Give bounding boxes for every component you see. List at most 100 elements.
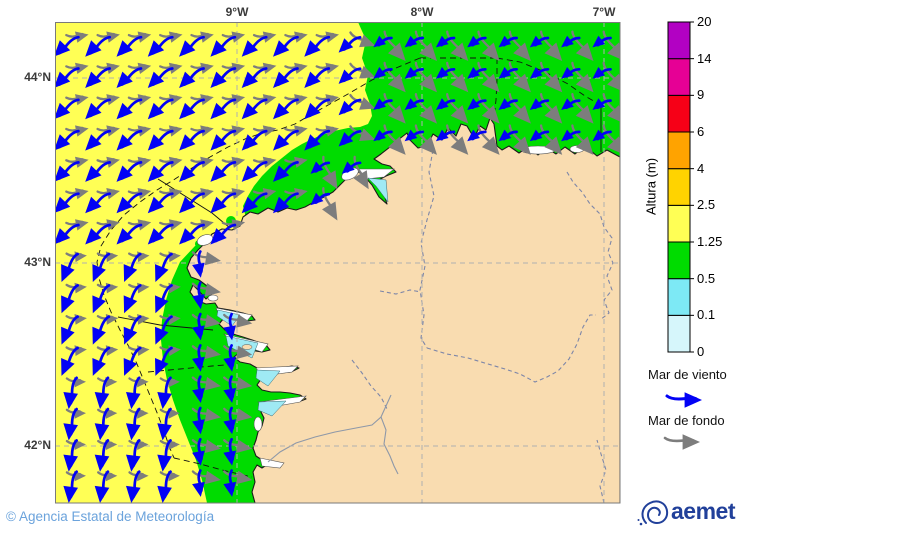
swell-arrow bbox=[159, 188, 183, 200]
colorbar-segment bbox=[667, 314, 691, 353]
wind-arrow bbox=[85, 98, 112, 120]
swell-arrow bbox=[571, 124, 594, 155]
colorbar-segment bbox=[667, 131, 691, 170]
wind-arrow bbox=[210, 192, 237, 214]
wind-arrow bbox=[404, 98, 425, 110]
swell-arrow bbox=[508, 93, 531, 124]
wind-arrow bbox=[223, 344, 236, 372]
wind-arrow bbox=[467, 67, 487, 79]
swell-arrow bbox=[284, 62, 308, 74]
wind-arrow bbox=[147, 161, 174, 182]
wind-arrow bbox=[126, 439, 141, 472]
swell-arrow bbox=[159, 31, 183, 43]
swell-arrow bbox=[284, 31, 308, 43]
swell-arrow bbox=[190, 94, 214, 106]
wind-arrow bbox=[157, 407, 172, 441]
swell-arrow bbox=[159, 156, 183, 168]
wind-arrows-layer bbox=[55, 30, 620, 503]
swell-arrow bbox=[508, 30, 531, 61]
swell-arrow bbox=[223, 313, 253, 328]
swell-arrow bbox=[477, 30, 500, 61]
swell-arrow bbox=[65, 188, 89, 200]
colorbar-segment bbox=[667, 204, 691, 243]
swell-arrow bbox=[65, 439, 86, 450]
swell-arrow bbox=[221, 62, 246, 74]
swell-arrow bbox=[223, 345, 253, 360]
wind-arrow bbox=[241, 35, 268, 57]
wind-arrow bbox=[273, 35, 299, 57]
swell-arrow bbox=[159, 439, 180, 450]
swell-arrow bbox=[159, 62, 183, 74]
wind-arrow bbox=[126, 407, 141, 441]
swell-arrow bbox=[477, 61, 500, 93]
swell-arrow bbox=[97, 439, 118, 450]
wind-arrow bbox=[155, 346, 173, 376]
wind-arrow bbox=[192, 469, 205, 497]
swell-arrow bbox=[96, 188, 120, 200]
wind-arrow bbox=[373, 35, 393, 48]
swell-arrow bbox=[127, 219, 152, 231]
wind-arrow bbox=[147, 192, 174, 214]
wind-arrow bbox=[116, 192, 143, 214]
swell-arrow bbox=[252, 94, 277, 106]
land-galicia bbox=[186, 117, 620, 503]
wind-arrow bbox=[223, 375, 236, 403]
swell-arrow bbox=[65, 156, 89, 168]
wind-arrow bbox=[498, 35, 518, 48]
wind-arrow bbox=[147, 129, 174, 151]
wind-arrow bbox=[94, 470, 110, 503]
swell-arrow bbox=[159, 470, 180, 482]
wind-arrow bbox=[273, 67, 299, 88]
wind-arrow bbox=[85, 67, 112, 88]
swell-arrow bbox=[97, 377, 118, 388]
wind-arrow bbox=[147, 35, 174, 57]
wind-arrow bbox=[116, 98, 143, 120]
wind-arrow bbox=[92, 346, 111, 376]
swell-arrow bbox=[383, 61, 406, 93]
wind-arrow bbox=[210, 161, 237, 182]
wind-arrow bbox=[304, 129, 331, 151]
wind-arrow bbox=[63, 407, 78, 441]
swell-arrow bbox=[223, 376, 253, 391]
wind-arrow bbox=[116, 35, 143, 57]
swell-arrow bbox=[159, 94, 183, 106]
swell-arrow bbox=[539, 93, 563, 124]
wind-arrow bbox=[155, 252, 173, 282]
wind-arrow bbox=[192, 250, 205, 278]
wind-arrow bbox=[241, 129, 268, 151]
swell-arrow bbox=[190, 219, 214, 231]
wind-arrow bbox=[498, 67, 518, 79]
river-lines bbox=[267, 394, 399, 475]
wind-arrow bbox=[338, 129, 362, 147]
wind-arrow bbox=[241, 67, 268, 88]
wind-arrow bbox=[61, 315, 79, 345]
wind-arrow bbox=[63, 376, 78, 410]
swell-arrow bbox=[252, 188, 277, 200]
swell-arrow bbox=[65, 470, 86, 482]
wind-arrow bbox=[373, 67, 393, 79]
swell-arrow bbox=[315, 94, 339, 106]
wind-arrow bbox=[147, 67, 174, 88]
swell-arrow bbox=[96, 31, 120, 43]
wind-arrow bbox=[561, 67, 581, 79]
wind-arrow bbox=[94, 407, 110, 441]
swell-arrow bbox=[349, 31, 376, 48]
wind-arrow bbox=[92, 284, 111, 314]
swell-arrow bbox=[190, 156, 214, 168]
wind-arrow bbox=[85, 35, 112, 57]
wind-arrow bbox=[529, 67, 550, 79]
swell-arrow bbox=[252, 62, 277, 74]
wind-arrow bbox=[435, 35, 456, 48]
legend-wind-arrow bbox=[665, 392, 702, 408]
swell-arrow bbox=[128, 377, 149, 388]
swell-arrow bbox=[127, 31, 152, 43]
swell-arrow bbox=[349, 93, 376, 110]
swell-arrow bbox=[571, 61, 594, 93]
swell-arrow bbox=[128, 439, 149, 450]
wind-arrow bbox=[338, 67, 362, 84]
wind-arrow bbox=[85, 161, 112, 182]
wind-arrow bbox=[273, 129, 299, 151]
wind-arrow bbox=[85, 223, 112, 245]
wind-arrow bbox=[126, 376, 141, 410]
colorbar-segment bbox=[667, 168, 691, 206]
